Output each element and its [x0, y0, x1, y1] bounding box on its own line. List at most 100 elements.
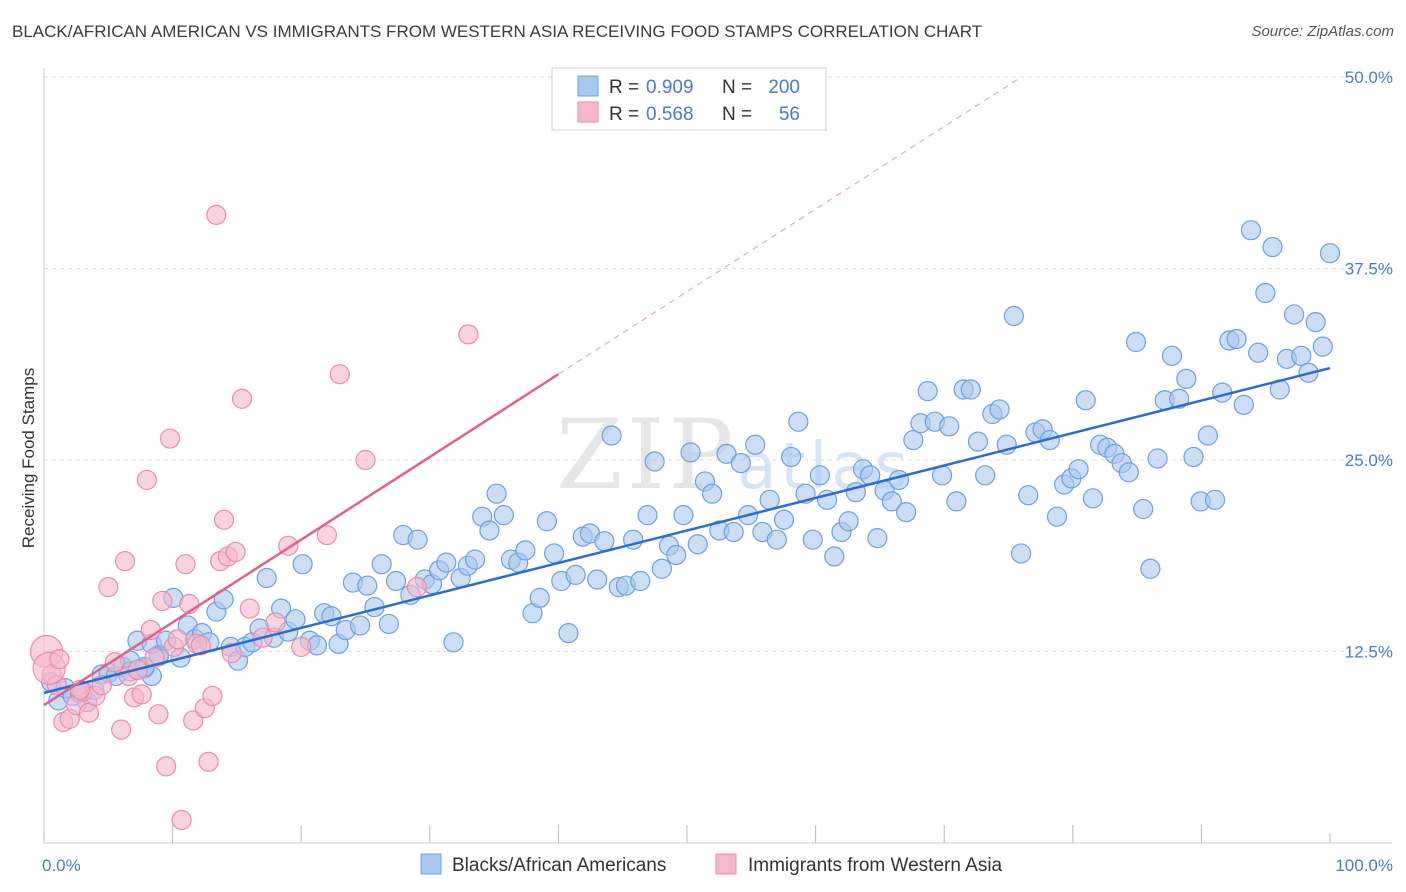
point-western-asia-21: [148, 704, 169, 725]
point-western-asia-51: [406, 577, 428, 598]
point-blacks-157: [1133, 498, 1154, 520]
point-blacks-48: [350, 615, 371, 636]
point-blacks-181: [1305, 312, 1326, 333]
point-western-asia-17: [131, 684, 152, 705]
point-blacks-145: [1046, 506, 1068, 527]
y-axis-label: Receiving Food Stamps: [19, 368, 38, 548]
point-blacks-109: [788, 411, 809, 432]
point-western-asia-20: [144, 647, 165, 668]
point-blacks-122: [881, 491, 902, 512]
axes: [43, 68, 1392, 844]
point-blacks-125: [903, 429, 924, 451]
point-blacks-171: [1233, 394, 1254, 415]
point-blacks-133: [960, 379, 981, 400]
point-western-asia-10: [98, 577, 119, 598]
point-western-asia-36: [206, 204, 227, 225]
point-western-asia-49: [329, 364, 350, 385]
point-blacks-89: [644, 451, 665, 472]
point-western-asia-13: [114, 551, 136, 572]
point-blacks-106: [766, 529, 787, 550]
point-blacks-183: [1319, 243, 1341, 264]
source-label: Source: ZipAtlas.com: [1251, 23, 1394, 40]
point-blacks-114: [824, 546, 845, 567]
point-blacks-92: [666, 544, 687, 566]
point-western-asia-30: [183, 710, 204, 731]
point-blacks-101: [730, 452, 751, 474]
point-blacks-155: [1118, 462, 1139, 483]
point-blacks-161: [1161, 345, 1183, 366]
legend-n-label-2: N =: [722, 104, 752, 125]
point-blacks-167: [1204, 489, 1226, 510]
point-blacks-164: [1183, 446, 1204, 468]
trend-lines: [43, 76, 1331, 707]
legend-swatch-blacks: [577, 75, 599, 97]
point-blacks-64: [464, 549, 486, 570]
chart-title: BLACK/AFRICAN AMERICAN VS IMMIGRANTS FRO…: [12, 22, 983, 41]
point-western-asia-28: [175, 554, 196, 575]
bottom-legend: Blacks/African Americans Immigrants from…: [420, 853, 1003, 876]
point-blacks-49: [357, 575, 378, 596]
legend-r-label-1: R =: [609, 77, 639, 98]
x-tick-label-1: 100.0%: [1335, 856, 1393, 875]
point-western-asia-23: [156, 756, 177, 777]
point-blacks-174: [1255, 282, 1276, 304]
point-blacks-67: [486, 483, 507, 504]
point-western-asia-27: [171, 809, 192, 831]
point-blacks-112: [809, 465, 831, 486]
point-blacks-170: [1226, 328, 1247, 350]
legend-r-label-2: R =: [609, 104, 639, 125]
y-tick-label-2: 37.5%: [1345, 260, 1393, 279]
legend-r-value-2: 0.568: [646, 104, 694, 125]
point-blacks-158: [1140, 558, 1161, 579]
point-blacks-139: [1003, 305, 1024, 327]
point-blacks-135: [975, 465, 996, 486]
legend-swatch-western-asia: [577, 101, 599, 123]
point-blacks-116: [838, 511, 859, 532]
legend-n-value-1: 200: [768, 77, 800, 98]
point-blacks-77: [558, 623, 579, 644]
point-blacks-107: [773, 509, 795, 530]
point-blacks-35: [256, 567, 277, 589]
point-western-asia-45: [265, 612, 286, 633]
point-blacks-93: [673, 505, 694, 526]
point-western-asia-42: [231, 388, 253, 409]
point-blacks-173: [1248, 342, 1269, 363]
point-blacks-66: [479, 520, 500, 541]
point-western-asia-40: [221, 642, 242, 664]
point-blacks-60: [436, 552, 457, 573]
point-blacks-40: [292, 554, 313, 575]
point-blacks-131: [946, 491, 967, 512]
point-blacks-51: [371, 554, 392, 575]
point-blacks-179: [1291, 345, 1312, 366]
y-tick-label-3: 50.0%: [1345, 68, 1393, 87]
grid-lines: [44, 76, 1392, 652]
point-western-asia-12: [111, 719, 132, 740]
point-blacks-159: [1147, 448, 1168, 469]
point-blacks-130: [939, 416, 960, 437]
point-blacks-103: [745, 434, 766, 455]
point-blacks-162: [1169, 388, 1190, 409]
point-blacks-141: [1018, 485, 1039, 506]
x-tick-labels: 0.0% 100.0%: [42, 856, 1393, 875]
point-blacks-52: [378, 613, 399, 635]
point-western-asia-35: [202, 685, 223, 707]
point-blacks-166: [1197, 425, 1218, 446]
point-western-asia-18: [136, 469, 157, 491]
point-blacks-82: [594, 531, 615, 552]
point-western-asia-7: [78, 702, 100, 723]
y-tick-label-1: 25.0%: [1345, 451, 1393, 470]
point-blacks-111: [802, 529, 823, 550]
trend-line-western-asia: [43, 373, 560, 707]
point-blacks-134: [967, 431, 989, 452]
point-blacks-95: [687, 534, 708, 555]
point-blacks-127: [917, 380, 938, 402]
point-blacks-74: [536, 511, 558, 532]
point-blacks-88: [637, 505, 658, 526]
trend-line-western-asia-extension: [558, 76, 1022, 375]
point-western-asia-24: [159, 428, 181, 449]
point-blacks-68: [493, 505, 514, 526]
point-blacks-78: [565, 564, 586, 586]
series-blacks-points: [41, 220, 1341, 713]
series-western-asia-points: [29, 204, 479, 831]
